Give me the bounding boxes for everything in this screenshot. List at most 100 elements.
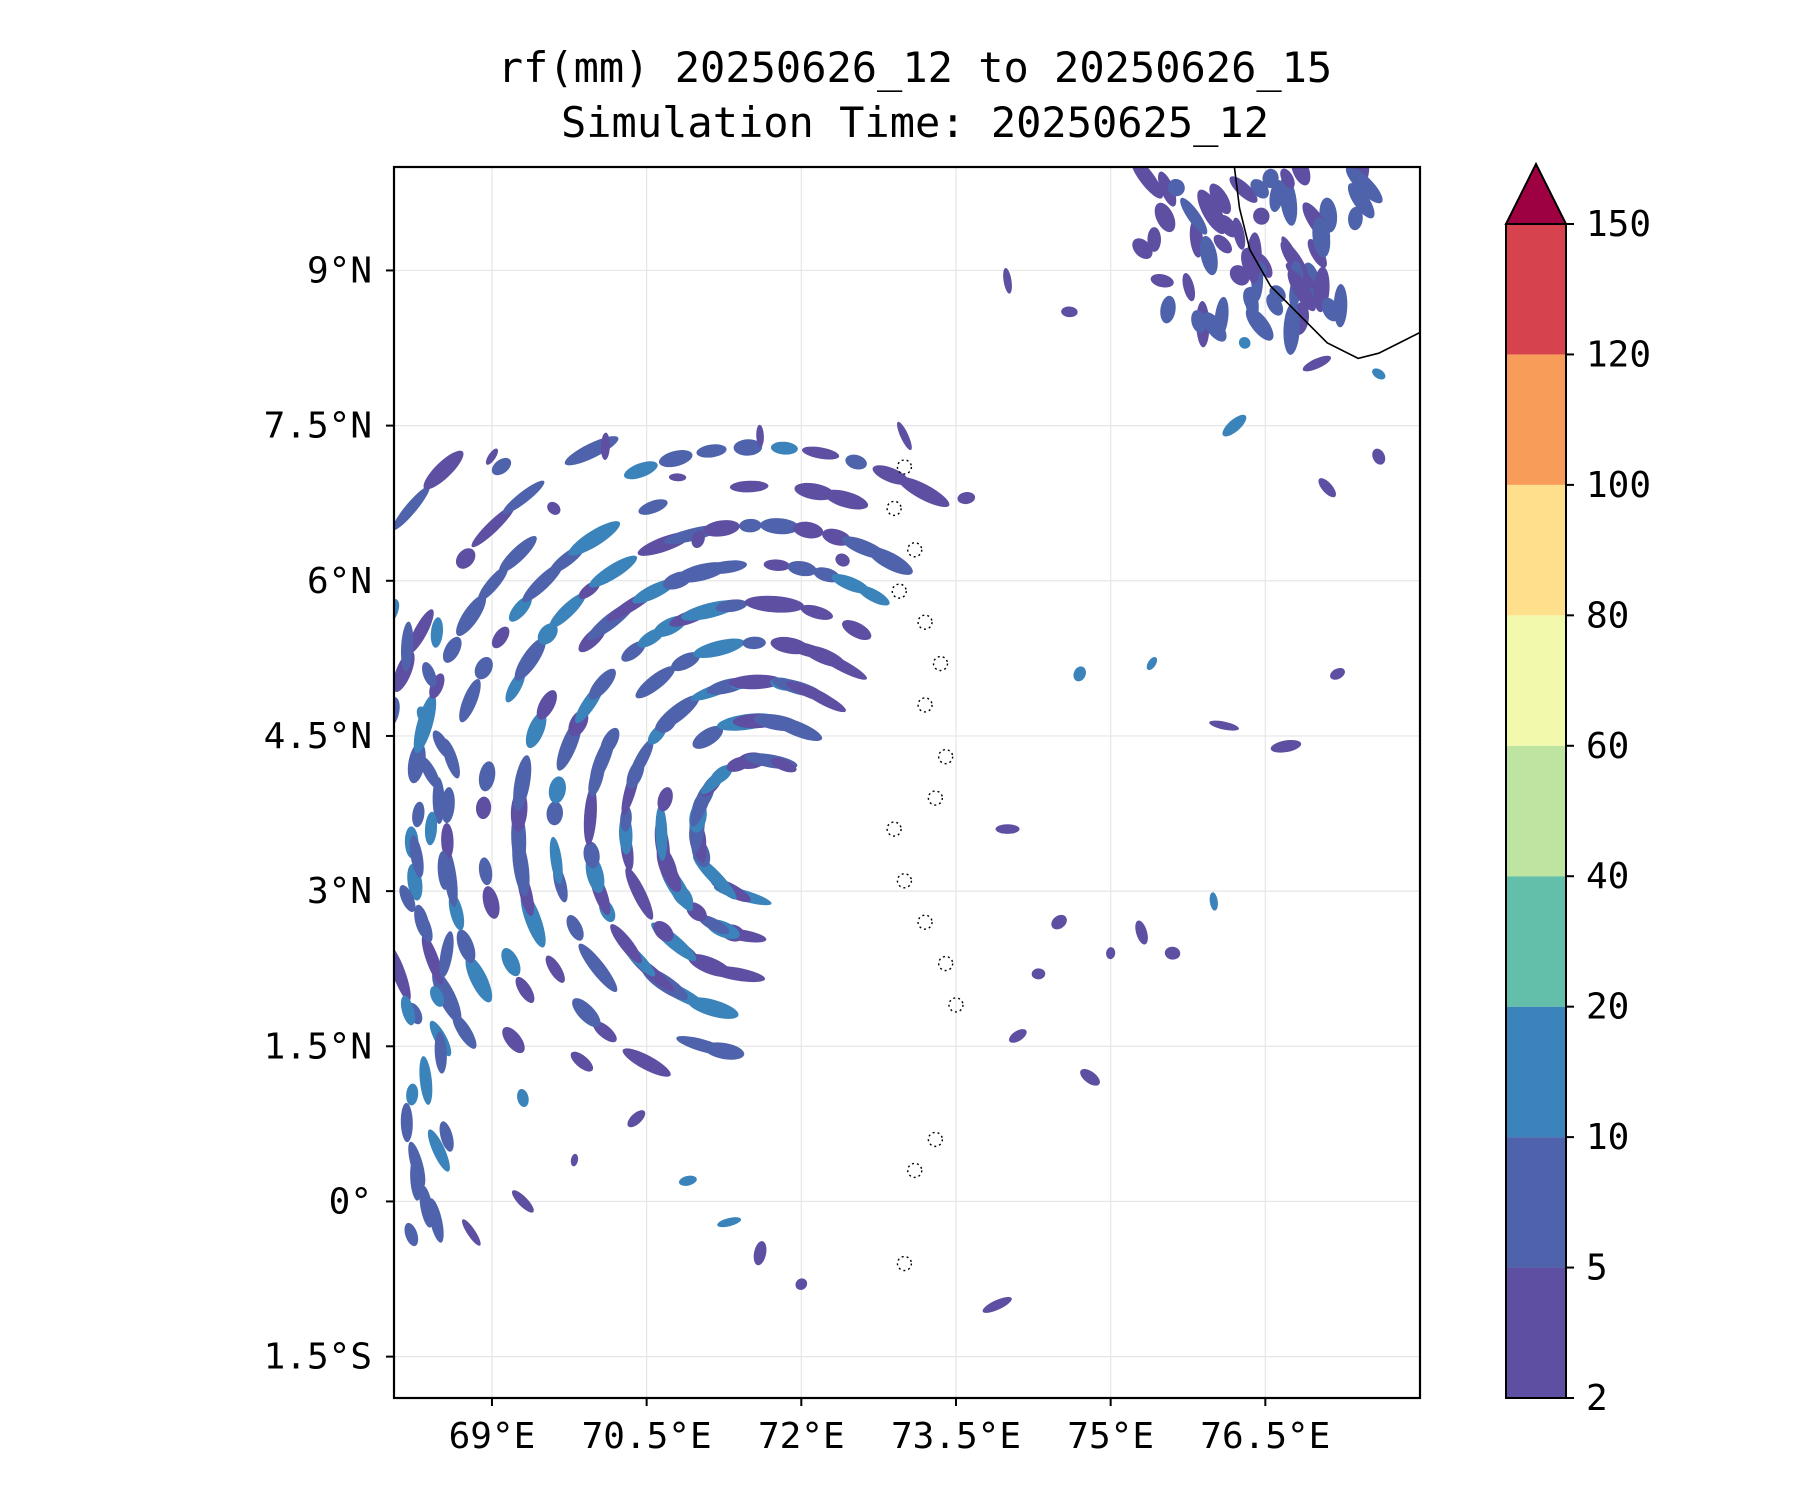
rain-cell (439, 1121, 454, 1152)
rain-cell (635, 666, 676, 699)
rain-cell (406, 1083, 419, 1106)
colorbar-tick-label: 150 (1586, 204, 1651, 245)
rain-cell (717, 1217, 742, 1228)
rain-cell (428, 1198, 444, 1243)
rain-cell (1213, 234, 1232, 254)
colorbar-tick-label: 40 (1586, 856, 1629, 897)
rain-cell (513, 755, 532, 812)
rain-cell (715, 599, 748, 613)
rain-cell (728, 674, 782, 690)
rain-cell (1330, 668, 1345, 680)
colorbar-segment (1506, 484, 1566, 616)
rain-cell (482, 886, 500, 919)
rain-cell (1283, 303, 1300, 355)
rain-cell (1154, 202, 1176, 233)
rain-cell (588, 668, 616, 700)
rain-cell (671, 652, 700, 672)
rain-cell (1290, 167, 1311, 186)
figure-title-line-2: Simulation Time: 20250625_12 (561, 98, 1269, 147)
rain-cell (638, 499, 668, 515)
rain-cell (570, 1051, 594, 1072)
rain-cell (982, 1296, 1012, 1313)
rain-cell (478, 761, 496, 792)
rain-cell (1345, 167, 1383, 204)
rain-cell (1209, 892, 1218, 911)
island-outline (937, 955, 954, 972)
island-outline (907, 542, 923, 558)
y-tick-label: 1.5°N (264, 1026, 372, 1067)
rain-cell (629, 739, 654, 781)
island-outline (891, 583, 907, 599)
rain-cell (498, 536, 537, 573)
island-outline (896, 459, 913, 475)
rain-cell (692, 725, 724, 749)
colorbar-segment (1506, 1006, 1566, 1138)
rain-cell (545, 955, 565, 983)
colorbar-segment (1506, 1137, 1566, 1268)
y-tick-label: 9°N (307, 250, 372, 291)
rain-cell (547, 501, 561, 515)
x-tick-label: 73.5°E (891, 1416, 1021, 1457)
rain-cell (824, 489, 869, 510)
rain-cell (812, 649, 867, 680)
rain-cell (1318, 478, 1336, 498)
colorbar-tick-label: 80 (1586, 595, 1629, 636)
rain-cell (439, 931, 454, 978)
rain-cell (1106, 947, 1116, 960)
rain-cell (801, 446, 840, 460)
rain-cell (897, 421, 912, 451)
rain-cell (678, 1175, 697, 1186)
rain-cell (437, 851, 450, 890)
rain-cell (410, 1156, 423, 1201)
rain-cell (1160, 295, 1176, 324)
rain-cell (1209, 720, 1239, 731)
rain-cell (1266, 293, 1284, 316)
rain-cell (459, 679, 481, 723)
rain-cell (625, 867, 654, 920)
island-outline (927, 790, 944, 806)
x-axis-longitude: 69°E 70.5°E 72°E 73.5°E 75°E 76.5°E (449, 1398, 1330, 1457)
rain-cell (474, 656, 493, 680)
rain-cell (655, 694, 700, 732)
y-tick-label: 3°N (307, 871, 372, 912)
rain-cell (508, 595, 532, 622)
rain-cell (515, 976, 535, 1003)
rain-cell (1061, 306, 1078, 318)
y-tick-label: 7.5°N (264, 406, 372, 447)
rain-cell (423, 450, 464, 490)
rain-cell (456, 595, 487, 637)
rain-cell (787, 560, 817, 577)
rain-cell (501, 948, 521, 977)
rain-cell (1253, 207, 1270, 225)
island-outline (917, 697, 933, 713)
rain-cell (400, 621, 414, 672)
island-outline (917, 614, 933, 630)
rain-cell (756, 424, 764, 448)
rain-cell (771, 716, 823, 742)
rain-cell (394, 696, 400, 730)
rain-cell (570, 1153, 579, 1167)
y-axis-latitude: 9°N 7.5°N 6°N 4.5°N 3°N 1.5°N 0° 1.5°S (264, 250, 394, 1378)
colorbar-segment (1506, 354, 1566, 485)
rain-cell (491, 626, 510, 649)
rain-cell (795, 1278, 808, 1291)
rain-cell (477, 566, 509, 602)
rain-cell (668, 473, 687, 482)
colorbar-segment (1506, 224, 1566, 355)
rain-cell (400, 995, 416, 1026)
colorbar-frame (1505, 223, 1567, 1399)
x-tick-label: 72°E (758, 1416, 845, 1457)
rain-cell (1241, 247, 1261, 280)
island-outline (896, 1255, 913, 1272)
rain-cell (1312, 217, 1331, 258)
colorbar-tick-label: 100 (1586, 465, 1651, 506)
rain-cell (835, 553, 850, 567)
rain-cell (793, 521, 824, 539)
rain-cell (1307, 238, 1327, 268)
rain-cell (485, 448, 499, 465)
rain-cell (421, 934, 444, 985)
rain-cell (1051, 914, 1067, 930)
island-outline (917, 914, 933, 930)
rain-cell (1191, 310, 1206, 333)
rain-cell (1347, 183, 1375, 219)
